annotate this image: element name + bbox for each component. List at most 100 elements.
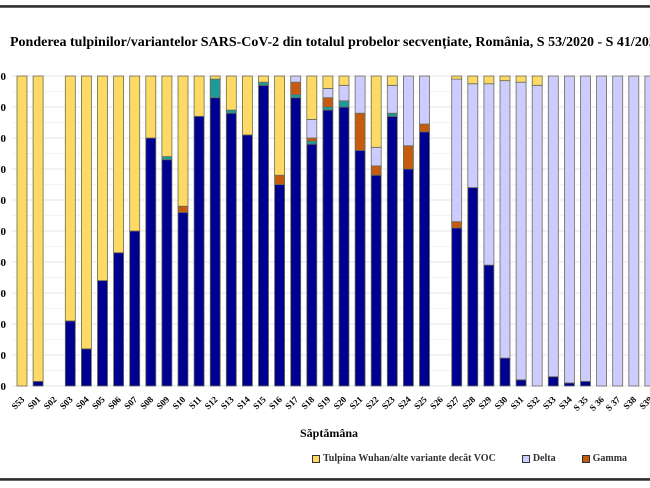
- x-tick-label: S06: [106, 394, 123, 411]
- legend: Tulpina Wuhan/alte variante decât VOC De…: [312, 453, 650, 464]
- bar-segment-alpha: [113, 252, 124, 387]
- bar-stack-s10: [177, 75, 189, 387]
- bar-segment-alpha: [467, 187, 479, 387]
- bar-stack-s29: [483, 75, 495, 387]
- bar-segment-beta: [338, 100, 350, 108]
- legend-item-delta: Delta: [521, 453, 556, 464]
- bar-segment-delta: [322, 88, 334, 99]
- bar-segment-gamma: [274, 174, 286, 185]
- bar-stack-s03: [64, 75, 76, 387]
- bar-stack-s07: [129, 75, 141, 387]
- bar-stack-s13: [225, 75, 237, 387]
- bar-segment-beta: [209, 78, 221, 99]
- x-tick-label: S02: [42, 394, 59, 411]
- y-tick-label: 50: [0, 226, 7, 238]
- bar-segment-beta: [258, 81, 269, 86]
- bar-segment-tulpina: [258, 75, 269, 83]
- bar-segment-tulpina: [241, 75, 253, 136]
- bar-stack-s23: [386, 75, 398, 387]
- x-tick-label: S39: [637, 394, 650, 411]
- bar-segment-delta: [612, 75, 624, 387]
- bar-segment-alpha: [274, 184, 286, 387]
- bar-stack-s37: [612, 75, 624, 387]
- y-tick-label: 20: [0, 319, 7, 331]
- bar-segment-alpha: [354, 149, 366, 387]
- bar-segment-tulpina: [386, 75, 398, 86]
- bar-segment-alpha: [258, 84, 269, 387]
- bar-stack-s36: [596, 75, 607, 387]
- frame-top-border: [0, 5, 650, 8]
- x-tick-label: S11: [187, 394, 204, 411]
- x-tick-label: S07: [122, 394, 139, 411]
- x-tick-label: S31: [509, 394, 526, 411]
- bar-segment-delta: [515, 81, 527, 381]
- x-tick-label: S32: [525, 394, 542, 411]
- bar-segment-tulpina: [515, 75, 527, 83]
- bar-stack-s08: [145, 75, 157, 387]
- bar-segment-delta: [306, 119, 318, 139]
- x-tick-label: S38: [621, 394, 638, 411]
- frame-bottom-border: [0, 478, 650, 481]
- bar-segment-delta: [564, 75, 575, 384]
- bar-stack-s09: [161, 75, 173, 387]
- legend-label: Gamma: [592, 453, 628, 464]
- x-tick-label: S10: [170, 394, 187, 411]
- bar-segment-gamma: [419, 123, 430, 133]
- bar-segment-beta: [386, 112, 398, 117]
- bar-segment-alpha: [402, 168, 414, 387]
- bar-segment-gamma: [290, 81, 302, 95]
- bar-stack-s18: [306, 75, 318, 387]
- legend-swatch-wuhan: [312, 454, 320, 463]
- bar-segment-alpha: [145, 137, 157, 387]
- y-tick-label: 40: [0, 257, 7, 269]
- bar-segment-alpha: [177, 211, 189, 387]
- bar-segment-gamma: [451, 221, 463, 229]
- bar-segment-tulpina: [451, 75, 463, 80]
- bar-segment-tulpina: [499, 75, 511, 82]
- bar-segment-delta: [338, 84, 350, 102]
- x-tick-label: S22: [364, 394, 381, 411]
- bar-segment-alpha: [129, 230, 141, 387]
- x-tick-label: S33: [541, 394, 558, 411]
- bar-segment-delta: [580, 75, 591, 382]
- x-tick-label: S12: [203, 394, 220, 411]
- bar-segment-gamma: [306, 137, 318, 142]
- bar-segment-gamma: [370, 165, 382, 176]
- bar-segment-gamma: [354, 112, 366, 151]
- bar-segment-alpha: [386, 115, 398, 387]
- x-tick-label: S01: [26, 394, 43, 411]
- bar-stack-s14: [241, 75, 253, 387]
- x-tick-label: S03: [58, 394, 75, 411]
- bar-stack-s35: [580, 75, 591, 387]
- y-tick-label: 0: [1, 381, 7, 393]
- bar-segment-tulpina: [64, 75, 76, 322]
- bar-segment-tulpina: [467, 75, 479, 85]
- bar-segment-alpha: [338, 106, 350, 387]
- bar-stack-s16: [274, 75, 286, 387]
- bar-stack-s01: [32, 75, 44, 387]
- bar-segment-tulpina: [81, 75, 92, 350]
- legend-item-wuhan: Tulpina Wuhan/alte variante decât VOC: [312, 453, 496, 464]
- legend-label: Delta: [532, 453, 556, 464]
- x-tick-label: S16: [267, 394, 284, 411]
- bar-segment-alpha: [225, 112, 237, 387]
- x-tick-label: S53: [9, 394, 26, 411]
- x-tick-label: S08: [138, 394, 155, 411]
- x-tick-label: S19: [315, 394, 332, 411]
- y-tick-label: 100: [0, 71, 7, 83]
- bar-segment-alpha: [241, 134, 253, 387]
- bar-segment-delta: [499, 80, 511, 359]
- bar-segment-tulpina: [209, 75, 221, 80]
- bar-segment-alpha: [451, 227, 463, 387]
- x-tick-label: S 36: [587, 394, 606, 413]
- bar-segment-tulpina: [306, 75, 318, 120]
- bar-stack-s22: [370, 75, 382, 387]
- bar-segment-tulpina: [145, 75, 157, 139]
- bar-segment-delta: [386, 84, 398, 114]
- bar-segment-tulpina: [531, 75, 543, 86]
- bar-stack-s53: [16, 75, 28, 387]
- bar-segment-delta: [467, 83, 479, 188]
- x-axis-label: Săptămâna: [300, 426, 359, 440]
- bar-segment-tulpina: [483, 75, 495, 85]
- x-tick-label: S29: [476, 394, 493, 411]
